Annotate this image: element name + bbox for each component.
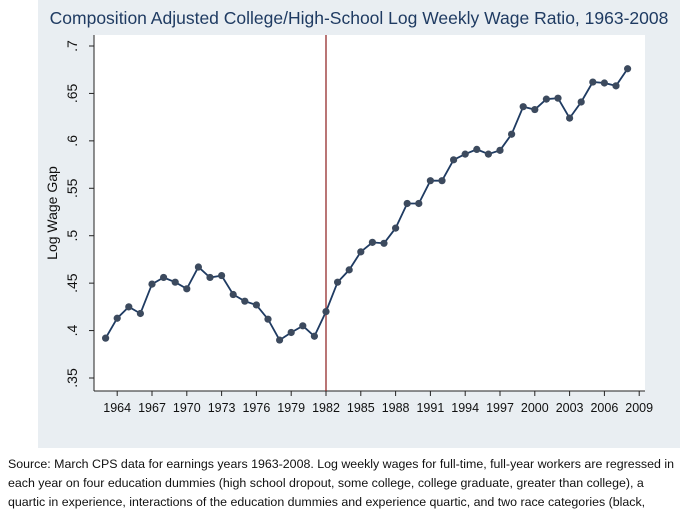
data-point-1978 (276, 336, 284, 344)
data-point-1966 (136, 309, 144, 318)
x-tick-label: 2000 (521, 401, 549, 415)
data-point-2003 (566, 114, 574, 122)
data-point-1989 (403, 199, 411, 208)
data-point-1992 (438, 177, 446, 185)
data-point-1975 (241, 297, 249, 305)
data-point-1982 (322, 308, 330, 316)
x-tick-label: 1988 (382, 401, 410, 415)
y-tick-label: .5 (64, 230, 80, 242)
data-point-1994 (461, 150, 469, 158)
y-tick-label: .45 (64, 273, 80, 293)
x-tick-label: 1970 (173, 401, 201, 415)
y-tick-label: .65 (64, 83, 80, 103)
x-tick-label: 1964 (103, 401, 131, 415)
x-tick-label: 1979 (277, 401, 305, 415)
data-point-1967 (148, 280, 156, 288)
x-tick-label: 1985 (347, 401, 375, 415)
data-point-1999 (519, 103, 527, 111)
y-tick-label: .6 (64, 135, 80, 147)
data-point-2006 (600, 79, 609, 87)
y-tick-label: .7 (64, 40, 80, 52)
data-point-1971 (194, 263, 202, 271)
data-point-2001 (542, 95, 551, 103)
data-points (102, 65, 632, 344)
data-point-1973 (218, 271, 226, 280)
x-tick-label: 1967 (138, 401, 166, 415)
data-point-1990 (415, 199, 423, 208)
caption-line-1: Source: March CPS data for earnings year… (8, 457, 674, 471)
data-point-2004 (577, 98, 585, 106)
data-point-1977 (264, 315, 272, 323)
caption-line-3: quartic in experience, interactions of t… (8, 495, 646, 509)
data-point-1997 (496, 146, 504, 154)
data-point-2008 (624, 65, 632, 73)
data-point-1965 (125, 303, 133, 311)
data-point-1972 (206, 273, 214, 282)
data-point-1988 (392, 224, 400, 232)
y-tick-label: .55 (64, 178, 80, 198)
data-point-1996 (484, 150, 492, 158)
y-axis-label: Log Wage Gap (44, 166, 60, 260)
data-point-1979 (287, 328, 295, 337)
data-point-1985 (357, 248, 365, 256)
data-point-1968 (160, 273, 168, 282)
x-tick-label: 1982 (312, 401, 340, 415)
data-point-1984 (345, 266, 353, 274)
series-line (104, 68, 629, 342)
line-chart: .35 .4 .45 .5 .55 .6 .65 .7 1964 1967 1970 1973 1976… (44, 35, 653, 415)
y-tick-label: .4 (64, 325, 80, 337)
caption-line-2: each year on four education dummies (hig… (8, 476, 644, 490)
x-tick-label: 1973 (208, 401, 236, 415)
data-point-1983 (334, 278, 342, 286)
data-point-1986 (368, 238, 376, 246)
chart-title: Composition Adjusted College/High-School… (49, 8, 669, 28)
data-point-1991 (426, 177, 434, 185)
x-tick-label: 1994 (451, 401, 479, 415)
data-point-1980 (299, 322, 307, 330)
data-point-1998 (508, 130, 516, 138)
plot-area (94, 35, 645, 391)
x-tick-label: 1976 (242, 401, 270, 415)
x-tick-label: 2003 (556, 401, 584, 415)
data-point-1974 (229, 290, 237, 299)
data-point-1993 (450, 156, 458, 164)
data-point-2002 (554, 94, 562, 102)
data-point-1995 (473, 145, 481, 153)
axes: .35 .4 .45 .5 .55 .6 .65 .7 1964 1967 1970 1973 1976… (64, 35, 653, 415)
data-point-1976 (252, 301, 260, 309)
data-point-1970 (183, 285, 191, 293)
data-point-2000 (531, 105, 539, 114)
source-caption: Source: March CPS data for earnings year… (8, 455, 676, 512)
x-tick-label: 2009 (625, 401, 653, 415)
y-tick-label: .35 (64, 368, 80, 388)
data-point-1981 (310, 332, 318, 340)
data-point-1987 (380, 239, 388, 247)
x-tick-label: 1997 (486, 401, 514, 415)
x-tick-label: 2006 (590, 401, 618, 415)
data-point-2007 (612, 82, 620, 90)
data-point-1969 (171, 278, 179, 286)
x-tick-label: 1991 (416, 401, 444, 415)
data-point-1964 (113, 314, 121, 322)
data-point-2005 (589, 78, 597, 86)
data-point-1963 (102, 334, 110, 342)
